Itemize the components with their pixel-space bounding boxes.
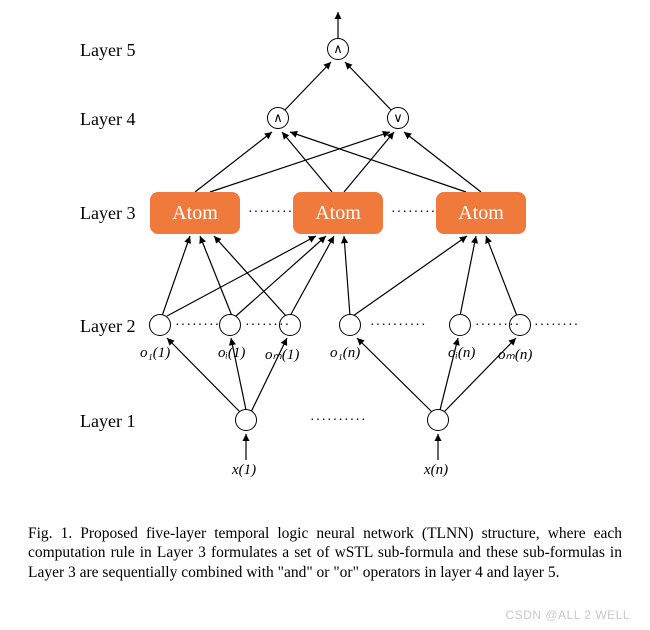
l2-olabel-4: o₁(n) — [330, 345, 360, 362]
atom-label: Atom — [172, 202, 218, 225]
and-symbol: ∧ — [273, 110, 283, 126]
figure-caption: Fig. 1. Proposed five-layer temporal log… — [28, 524, 622, 582]
atom-label: Atom — [458, 202, 504, 225]
l2-olabel-5: oᵢ(n) — [448, 345, 475, 362]
layer5-label: Layer 5 — [80, 40, 135, 61]
dots-l3a: ········ — [248, 205, 293, 221]
and-symbol: ∧ — [333, 41, 343, 57]
watermark: CSDN @ALL 2 WELL — [506, 608, 630, 622]
l2-node-1 — [149, 314, 171, 336]
dots-l2c: ·········· — [370, 318, 427, 334]
l2-olabel-3: oₘ(1) — [265, 345, 299, 364]
dots-l2b: ········ — [245, 318, 290, 334]
atom-box-2: Atom — [293, 192, 383, 234]
l1-node-1 — [235, 409, 257, 431]
layer4-label: Layer 4 — [80, 109, 135, 130]
l1-xlabel-1: x(1) — [232, 462, 256, 479]
layer2-label: Layer 2 — [80, 316, 135, 337]
l2-olabel-6: oₘ(n) — [498, 345, 532, 364]
atom-box-1: Atom — [150, 192, 240, 234]
or-symbol: ∨ — [393, 110, 403, 126]
atom-label: Atom — [315, 202, 361, 225]
dots-l2d: ········ — [475, 318, 520, 334]
layer1-label: Layer 1 — [80, 411, 135, 432]
l2-olabel-2: oᵢ(1) — [218, 345, 245, 362]
layer3-label: Layer 3 — [80, 203, 135, 224]
l4-and-node: ∧ — [267, 107, 289, 129]
l2-olabel-1: o₁(1) — [140, 345, 170, 362]
l5-and-node: ∧ — [327, 38, 349, 60]
l2-node-4 — [339, 314, 361, 336]
l4-or-node: ∨ — [387, 107, 409, 129]
l1-xlabel-2: x(n) — [424, 462, 448, 479]
l2-node-2 — [219, 314, 241, 336]
dots-l2e: ········ — [534, 318, 579, 334]
dots-l3b: ········ — [391, 205, 436, 221]
dots-l1: ·········· — [310, 413, 367, 429]
diagram-edges — [0, 0, 650, 520]
l1-node-2 — [427, 409, 449, 431]
dots-l2a: ········ — [175, 318, 220, 334]
atom-box-3: Atom — [436, 192, 526, 234]
l2-node-5 — [449, 314, 471, 336]
